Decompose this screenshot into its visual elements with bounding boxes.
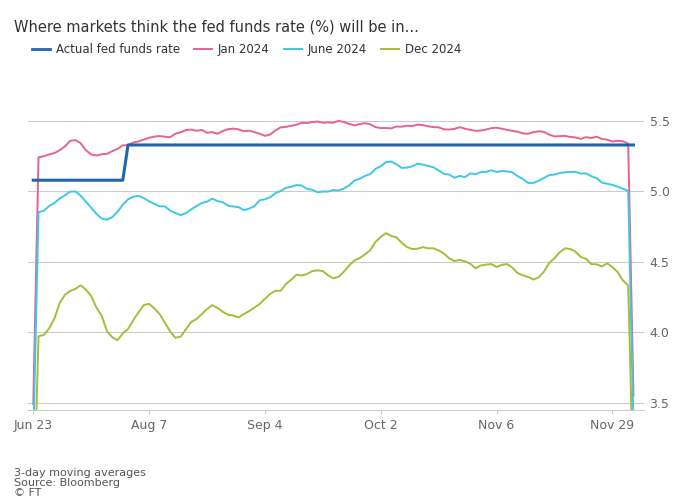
Legend: Actual fed funds rate, Jan 2024, June 2024, Dec 2024: Actual fed funds rate, Jan 2024, June 20… (28, 38, 466, 60)
Text: 3-day moving averages: 3-day moving averages (14, 468, 146, 477)
Text: Where markets think the fed funds rate (%) will be in...: Where markets think the fed funds rate (… (14, 20, 419, 35)
Text: Source: Bloomberg: Source: Bloomberg (14, 478, 120, 488)
Text: © FT: © FT (14, 488, 41, 498)
